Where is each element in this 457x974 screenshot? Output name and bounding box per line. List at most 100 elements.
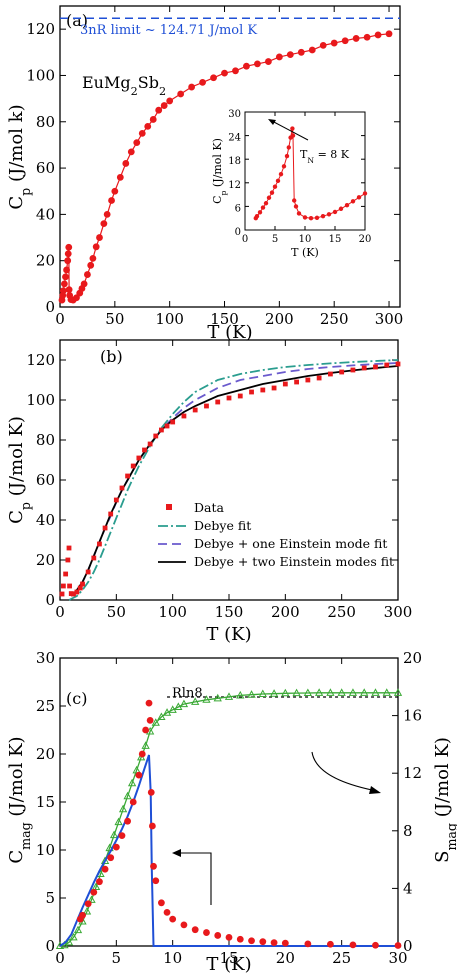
entropy-point [141,741,150,749]
data-point [328,371,333,377]
y-tick-label: 40 [36,205,55,223]
panel-label: (a) [66,11,88,30]
data-point [119,485,125,491]
data-point [297,48,305,56]
data-point [395,361,401,367]
x-tick-label: 10 [299,234,312,245]
data-point [108,511,114,517]
x-tick-label: 200 [265,310,294,328]
cmag-point [203,929,210,936]
entropy-point [69,932,78,941]
entropy-point [326,688,335,696]
y-tick-label: 30 [36,649,55,667]
data-point [122,160,130,167]
data-point [305,377,311,383]
x-tick-label: 100 [155,310,184,328]
data-point [142,447,147,453]
entropy-point [91,882,101,890]
inset-data-point [293,204,299,209]
cmag-point [259,938,267,946]
entropy-point [202,695,211,703]
y-axis-label: Cp (J/mol k) [6,104,33,209]
y-tick-label: 30 [228,109,241,120]
cmag-point [150,862,157,870]
cmag-point [145,699,153,707]
y2-tick-label: 0 [403,937,413,955]
data-point [249,389,254,395]
inset-data-point [257,210,263,215]
data-point [350,367,356,373]
data-point [308,46,316,54]
inset-data-point [272,184,278,189]
inset-data-point [292,198,297,203]
cmag-point [214,932,222,939]
compound-label: EuMg2Sb2 [82,73,166,98]
data-point [226,395,232,401]
cmag-point [236,935,244,943]
x-tick-label: 5 [272,234,278,245]
inset-data-point [275,178,281,184]
inset-data-point [362,191,368,196]
inset-data-point [284,153,290,159]
entropy-point [337,688,346,696]
data-point [286,51,294,59]
data-point [89,254,97,262]
data-point [275,53,283,61]
entropy-point [269,689,279,697]
entropy-point [314,688,324,696]
cmag-point [152,877,160,885]
data-point [164,423,170,429]
legend-label: Debye + two Einstein modes fit [194,554,394,569]
x-tick-label: 100 [158,603,187,621]
x-tick-label: 10 [163,949,182,967]
panel-c: 0 5 10 15 20 25 30051015202530048121620(c)Cmag… [6,649,457,974]
fit-line [70,365,399,597]
data-point [125,473,130,479]
entropy-point [360,688,369,696]
data-point [319,41,327,49]
cmag-point [304,940,312,948]
data-point [316,375,322,381]
data-point [385,30,393,38]
data-point [147,441,153,447]
y-tick-label: 120 [26,351,55,369]
y2-tick-label: 20 [403,649,422,667]
panel-b: 0 50 100 150 200 250 300 0 20 40 60 80 100 120 (b) Cp (… [6,339,412,645]
data-point [130,463,136,469]
x-tick-label: 250 [320,310,349,328]
x-tick-label: 0 [55,603,65,621]
cmag-point [90,888,98,896]
cmag-point [225,933,233,941]
inset-data-point [338,206,344,211]
data-point [374,31,382,39]
inset-data-point [286,145,291,150]
y-tick-label: 12 [228,180,241,191]
tn-arrowhead [268,119,276,125]
x-tick-label: 20 [276,949,295,967]
data-point [144,123,152,130]
y-tick-label: 0 [45,937,55,955]
entropy-line [59,692,398,947]
data-point [92,243,100,251]
cmag-point [138,750,146,758]
data-point [271,385,277,391]
y-tick-label: 80 [36,431,55,449]
entropy-point [118,804,128,813]
data-point [341,37,349,45]
data-point [96,234,103,241]
x-tick-label: 300 [375,310,404,328]
data-point [64,250,72,258]
y-tick-label: 15 [36,793,55,811]
data-point [59,287,67,295]
data-point [215,399,221,405]
data-point [160,102,168,109]
data-point [181,413,187,419]
data-point [352,35,360,42]
inset-data-point [269,190,275,195]
legend-label: Data [194,500,224,515]
cmag-point [101,865,109,873]
data-point [65,557,71,563]
data-point [91,555,97,561]
data-point [74,589,80,595]
y-tick-label: 20 [36,252,55,270]
